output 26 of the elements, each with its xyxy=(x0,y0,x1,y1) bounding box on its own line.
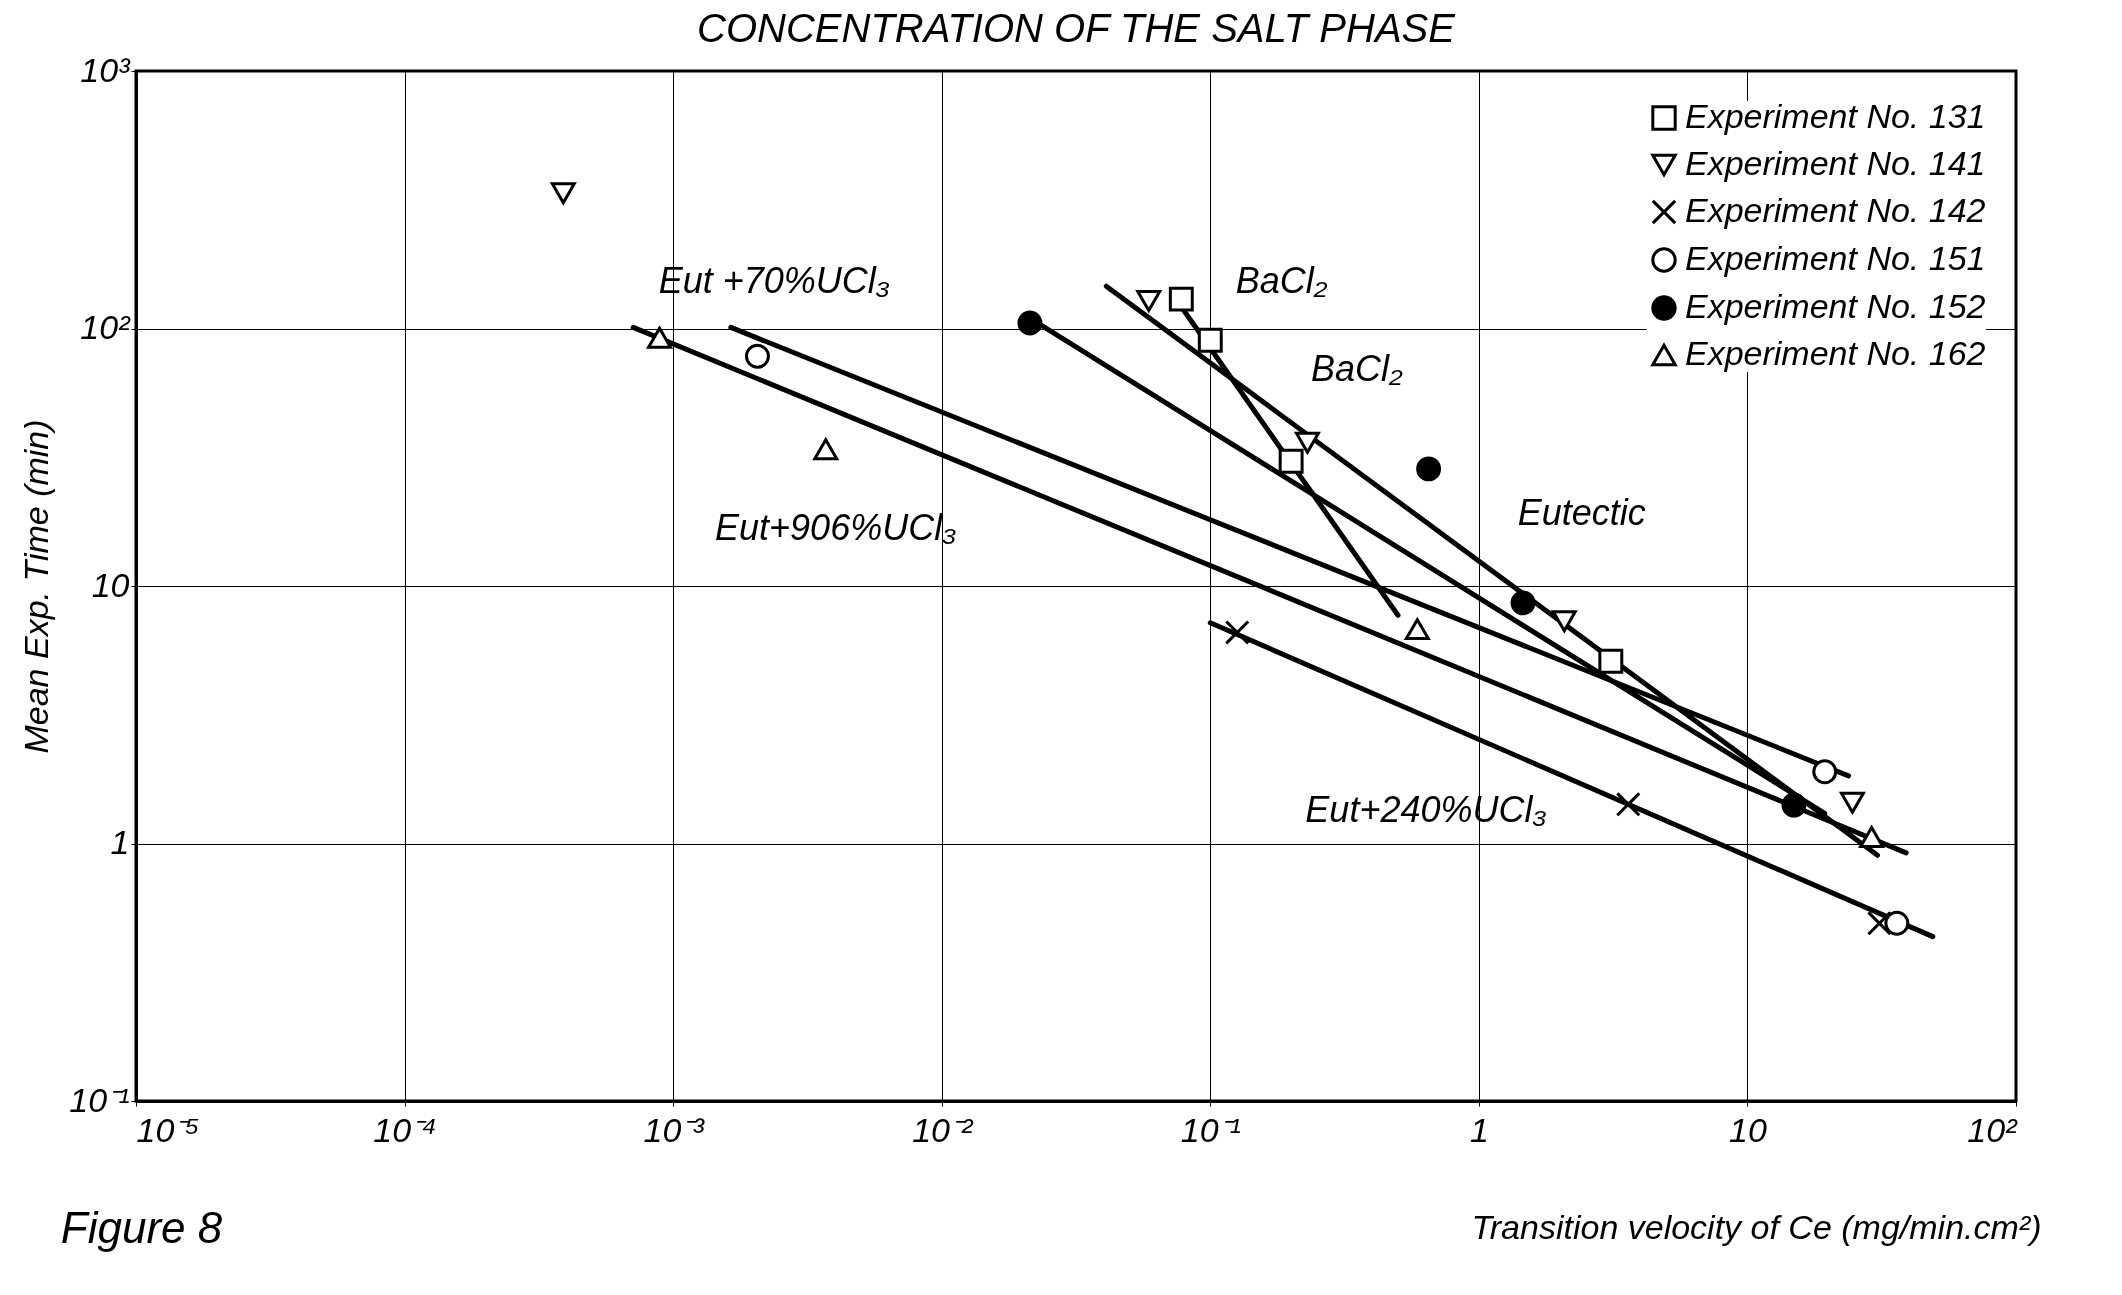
y-axis-title: Mean Exp. Time (min) xyxy=(17,419,56,754)
x-tick-label: 10 xyxy=(1729,1110,1767,1149)
annotation: BaCl₂ xyxy=(1235,260,1328,302)
annotation: BaCl₂ xyxy=(1311,347,1404,389)
y-tick-label: 10² xyxy=(80,308,132,346)
x-axis-title: Transition velocity of Ce (mg/min.cm²) xyxy=(1471,1207,2042,1246)
y-tick-label: 10³ xyxy=(80,50,132,89)
legend-label: Experiment No. 152 xyxy=(1685,287,1986,325)
x-tick-label: 10⁻⁴ xyxy=(373,1110,437,1149)
annotation: Eutectic xyxy=(1517,491,1646,533)
y-tick-label: 1 xyxy=(110,823,130,861)
y-tick-label: 10⁻¹ xyxy=(69,1080,130,1119)
legend-label: Experiment No. 162 xyxy=(1685,334,1986,372)
x-tick-label: 10⁻¹ xyxy=(1180,1110,1241,1149)
legend-label: Experiment No. 131 xyxy=(1685,97,1986,135)
chart-title: CONCENTRATION OF THE SALT PHASE xyxy=(697,6,1457,50)
x-tick-label: 10⁻³ xyxy=(643,1110,706,1149)
legend-label: Experiment No. 151 xyxy=(1685,239,1986,277)
x-tick-label: 10⁻² xyxy=(912,1110,974,1149)
legend-label: Experiment No. 141 xyxy=(1685,144,1986,182)
x-tick-label: 10⁻⁵ xyxy=(136,1110,200,1149)
x-tick-label: 1 xyxy=(1469,1110,1489,1149)
legend-label: Experiment No. 142 xyxy=(1685,191,1986,229)
caption: Figure 8 xyxy=(60,1202,223,1252)
y-tick-label: 10 xyxy=(91,565,130,604)
x-tick-label: 10² xyxy=(1967,1110,2019,1149)
